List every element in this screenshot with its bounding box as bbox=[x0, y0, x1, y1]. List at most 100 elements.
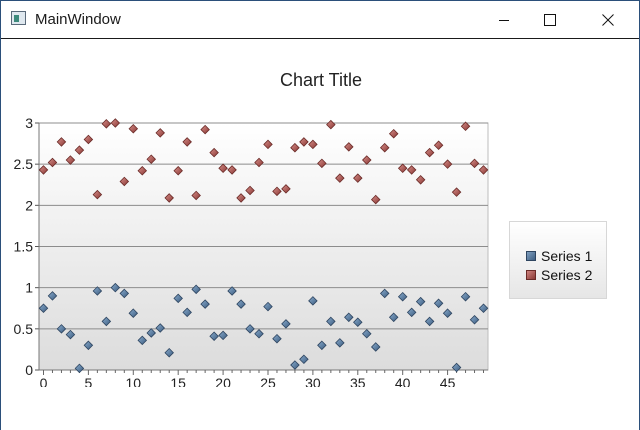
series-1-point bbox=[164, 347, 174, 358]
series-2-point bbox=[370, 194, 381, 205]
series-1-point bbox=[326, 316, 336, 327]
series-2-point bbox=[146, 154, 157, 164]
legend-item-series-1: Series 1 bbox=[526, 247, 592, 265]
series-1-point bbox=[442, 308, 453, 318]
series-1-point bbox=[245, 324, 255, 334]
series-1-point bbox=[56, 324, 67, 334]
series-2-point bbox=[442, 159, 453, 169]
x-tick-label: 30 bbox=[305, 375, 321, 387]
series-2-point bbox=[379, 142, 390, 153]
series-2-point bbox=[388, 128, 399, 139]
series-1-point bbox=[137, 335, 148, 346]
series-2-point bbox=[209, 147, 219, 158]
series-2-point bbox=[218, 163, 228, 174]
series-1-point bbox=[424, 316, 435, 327]
series-2-point bbox=[128, 123, 139, 134]
y-tick-label: 1.5 bbox=[14, 239, 34, 255]
series-1-point bbox=[227, 286, 237, 296]
x-tick-label: 20 bbox=[215, 375, 231, 387]
series-2-point bbox=[227, 165, 237, 175]
x-tick-label: 15 bbox=[170, 375, 186, 387]
series-1-point bbox=[218, 330, 228, 341]
series-1-point bbox=[119, 288, 130, 299]
y-tick-label: 2.5 bbox=[14, 156, 34, 172]
x-tick-label: 25 bbox=[260, 375, 276, 387]
series-2-point bbox=[164, 193, 174, 203]
series-2-point bbox=[83, 134, 94, 145]
x-tick-label: 40 bbox=[395, 375, 411, 387]
series-2-point bbox=[415, 175, 426, 185]
series-1-point bbox=[388, 312, 399, 323]
series-2-point bbox=[92, 189, 103, 200]
series-2-point bbox=[254, 157, 264, 168]
x-tick-label: 0 bbox=[40, 375, 48, 387]
series-2-point bbox=[299, 137, 309, 147]
series-1-point bbox=[362, 329, 372, 339]
series-1-point bbox=[397, 291, 408, 302]
series-2-point bbox=[65, 155, 76, 165]
series-2-point bbox=[478, 165, 489, 175]
x-tick-label: 5 bbox=[84, 375, 92, 387]
series-2-point bbox=[451, 187, 462, 197]
series-1-point bbox=[65, 329, 76, 340]
series-1-point bbox=[335, 338, 345, 348]
maximize-button[interactable] bbox=[527, 1, 573, 38]
series-2-point bbox=[101, 119, 112, 129]
close-icon bbox=[602, 13, 614, 26]
series-2-point bbox=[119, 176, 130, 187]
series-1-point bbox=[344, 312, 354, 323]
legend-label-series-1: Series 1 bbox=[541, 248, 593, 264]
series-2-point bbox=[110, 118, 121, 128]
series-1-point bbox=[299, 354, 309, 365]
close-button[interactable] bbox=[585, 1, 631, 38]
series-2-point bbox=[182, 137, 192, 147]
maximize-icon bbox=[544, 13, 556, 26]
series-2-point bbox=[344, 142, 354, 152]
series-2-point bbox=[353, 173, 363, 183]
y-tick-label: 3 bbox=[25, 115, 33, 131]
series-2-point bbox=[335, 173, 345, 183]
series-1-point bbox=[370, 342, 381, 352]
series-2-point bbox=[155, 128, 165, 138]
legend-label-series-2: Series 2 bbox=[541, 267, 593, 283]
series-2-point bbox=[245, 185, 255, 196]
scatter-plot: 00.511.522.530 5 10 15 20 25 30 35 40 45 bbox=[14, 115, 489, 387]
x-tick-label: 45 bbox=[440, 375, 456, 387]
series-2-point bbox=[281, 184, 291, 194]
x-tick-label: 35 bbox=[350, 375, 366, 387]
series-1-point bbox=[308, 296, 318, 306]
series-2-point bbox=[47, 157, 58, 168]
app-window-icon bbox=[11, 11, 26, 25]
series-1-point bbox=[379, 288, 390, 299]
series-2-point bbox=[137, 165, 148, 176]
series-2-point bbox=[290, 142, 300, 153]
legend-item-series-2: Series 2 bbox=[526, 266, 592, 284]
minimize-button[interactable] bbox=[481, 1, 527, 38]
series-1-point bbox=[146, 328, 157, 338]
series-1-point bbox=[254, 329, 264, 339]
legend-swatch-series-2 bbox=[526, 270, 536, 280]
series-1-point bbox=[406, 307, 417, 318]
series-1-point bbox=[38, 303, 49, 314]
series-2-point bbox=[326, 119, 336, 130]
series-1-point bbox=[128, 308, 139, 318]
series-1-point bbox=[460, 291, 471, 302]
series-1-point bbox=[110, 282, 121, 293]
series-1-point bbox=[173, 293, 183, 304]
series-1-point bbox=[478, 303, 489, 314]
series-1-point bbox=[155, 323, 165, 333]
y-tick-label: 0.5 bbox=[14, 321, 34, 337]
series-1-point bbox=[272, 333, 282, 344]
series-1-point bbox=[92, 286, 103, 296]
series-1-point bbox=[451, 362, 462, 373]
chart-title: Chart Title bbox=[279, 70, 363, 90]
series-2-point bbox=[317, 158, 327, 169]
series-1-point bbox=[317, 340, 327, 351]
series-2-point bbox=[272, 186, 282, 197]
title-bar[interactable]: MainWindow bbox=[1, 1, 639, 38]
series-2-point bbox=[460, 121, 471, 132]
series-2-point bbox=[433, 140, 444, 150]
series-1-point bbox=[47, 291, 58, 301]
window-title: MainWindow bbox=[35, 11, 121, 28]
y-tick-label: 2 bbox=[25, 197, 33, 213]
